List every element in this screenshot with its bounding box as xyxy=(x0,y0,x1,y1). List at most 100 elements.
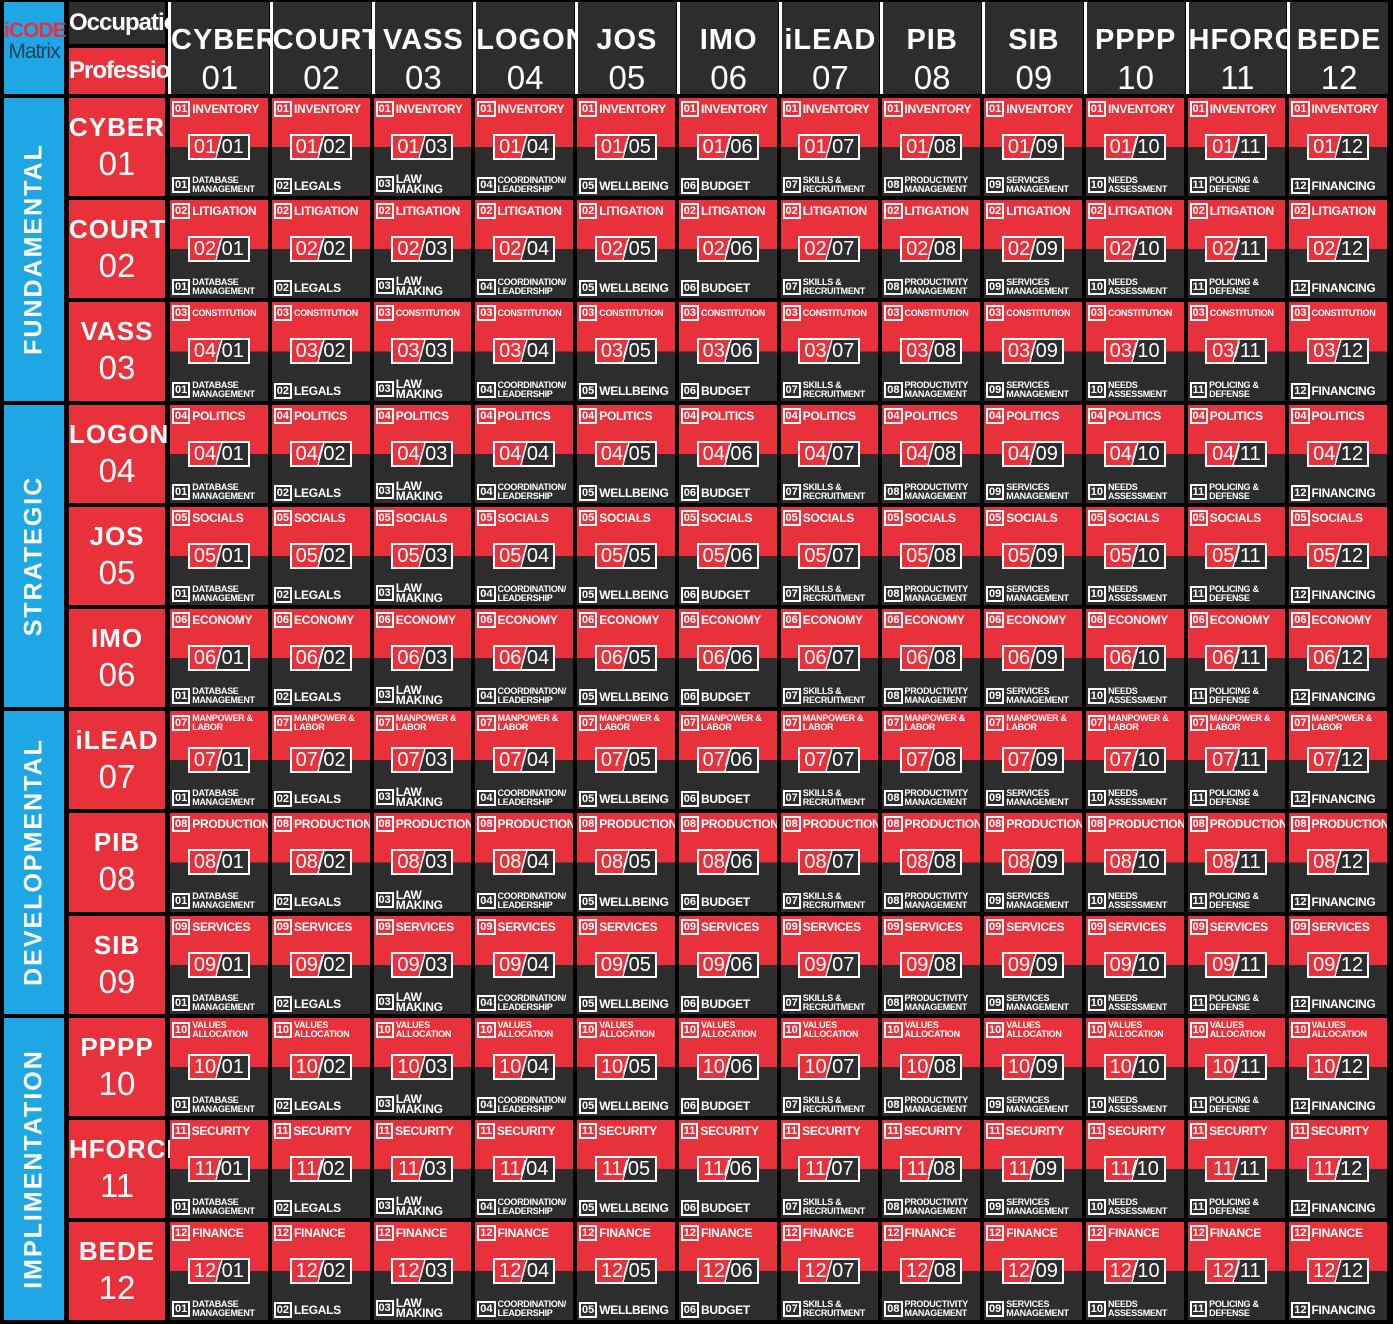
column-header-logon[interactable]: LOGON 04 xyxy=(473,2,587,96)
matrix-cell[interactable]: 01 INVENTORY 01/10 10 NEEDS ASSESSMENT xyxy=(1085,98,1184,197)
matrix-cell[interactable]: 04 POLITICS 04/07 07 SKILLS & RECRUITMENT xyxy=(780,404,879,503)
matrix-cell[interactable]: 01 INVENTORY 01/11 11 POLICING & DEFENSE xyxy=(1187,98,1286,197)
matrix-cell[interactable]: 11 SECURITY 11/06 06 BUDGET xyxy=(678,1120,777,1219)
row-header-hforce[interactable]: HFORCE 11 xyxy=(69,1120,184,1219)
matrix-cell[interactable]: 11 SECURITY 11/12 12 FINANCING xyxy=(1289,1120,1387,1219)
matrix-cell[interactable]: 03 CONSTITUTION 03/03 03 LAW MAKING xyxy=(373,302,472,401)
matrix-cell[interactable]: 03 CONSTITUTION 03/09 09 SERVICES MANAGEMENT xyxy=(984,302,1082,401)
matrix-cell[interactable]: 10 VALUES ALLOCATION 10/08 08 PRODUCTIVITY M… xyxy=(882,1017,980,1116)
matrix-cell[interactable]: 11 SECURITY 11/08 08 PRODUCTIVITY MANAGEMENT xyxy=(882,1120,980,1219)
matrix-cell[interactable]: 08 PRODUCTION 08/12 12 FINANCING xyxy=(1289,813,1387,912)
matrix-cell[interactable]: 04 POLITICS 04/12 12 FINANCING xyxy=(1289,404,1387,503)
matrix-cell[interactable]: 09 SERVICES 09/02 02 LEGALS xyxy=(271,915,370,1014)
matrix-cell[interactable]: 10 VALUES ALLOCATION 10/11 11 POLICING & DEF… xyxy=(1187,1017,1286,1116)
matrix-cell[interactable]: 05 SOCIALS 05/04 04 COORDINATION/ LEADERSHIP xyxy=(475,506,573,605)
matrix-cell[interactable]: 09 SERVICES 09/05 05 WELLBEING xyxy=(577,915,675,1014)
matrix-cell[interactable]: 09 SERVICES 09/04 04 COORDINATION/ LEADERSHI… xyxy=(475,915,573,1014)
matrix-cell[interactable]: 07 MANPOWER & LABOR 07/07 07 SKILLS & RECRUI… xyxy=(780,711,879,810)
matrix-cell[interactable]: 02 LITIGATION 02/04 04 COORDINATION/ LEADERS… xyxy=(475,200,573,299)
matrix-cell[interactable]: 10 VALUES ALLOCATION 10/09 09 SERVICES MANAG… xyxy=(984,1017,1082,1116)
matrix-cell[interactable]: 03 CONSTITUTION 03/02 02 LEGALS xyxy=(271,302,370,401)
column-header-pppp[interactable]: PPPP 10 xyxy=(1083,2,1185,96)
matrix-cell[interactable]: 06 ECONOMY 06/12 12 FINANCING xyxy=(1289,609,1387,708)
matrix-cell[interactable]: 11 SECURITY 11/09 09 SERVICES MANAGEMENT xyxy=(984,1120,1082,1219)
matrix-cell[interactable]: 01 INVENTORY 01/09 09 SERVICES MANAGEMENT xyxy=(984,98,1082,197)
matrix-cell[interactable]: 08 PRODUCTION 08/05 05 WELLBEING xyxy=(577,813,675,912)
matrix-cell[interactable]: 05 SOCIALS 05/06 06 BUDGET xyxy=(678,506,777,605)
matrix-cell[interactable]: 02 LITIGATION 02/07 07 SKILLS & RECRUITMENT xyxy=(780,200,879,299)
matrix-cell[interactable]: 09 SERVICES 09/11 11 POLICING & DEFENSE xyxy=(1187,915,1286,1014)
row-header-logon[interactable]: LOGON 04 xyxy=(69,404,168,503)
matrix-cell[interactable]: 07 MANPOWER & LABOR 07/08 08 PRODUCTIVITY MA… xyxy=(882,711,980,810)
matrix-cell[interactable]: 10 VALUES ALLOCATION 10/04 04 COORDINATION/ … xyxy=(475,1017,573,1116)
row-header-pib[interactable]: PIB 08 xyxy=(69,813,165,912)
matrix-cell[interactable]: 11 SECURITY 11/11 11 POLICING & DEFENSE xyxy=(1187,1120,1286,1219)
column-header-court[interactable]: COURT 02 xyxy=(269,2,380,96)
matrix-cell[interactable]: 07 MANPOWER & LABOR 07/11 11 POLICING & DEFE… xyxy=(1187,711,1286,810)
matrix-cell[interactable]: 06 ECONOMY 06/05 05 WELLBEING xyxy=(577,609,675,708)
matrix-cell[interactable]: 12 FINANCE 12/10 10 NEEDS ASSESSMENT xyxy=(1085,1222,1184,1321)
matrix-cell[interactable]: 09 SERVICES 09/10 10 NEEDS ASSESSMENT xyxy=(1085,915,1184,1014)
matrix-cell[interactable]: 12 FINANCE 12/02 02 LEGALS xyxy=(271,1222,370,1321)
matrix-cell[interactable]: 05 SOCIALS 05/12 12 FINANCING xyxy=(1289,506,1387,605)
matrix-cell[interactable]: 03 CONSTITUTION 03/12 12 FINANCING xyxy=(1289,302,1387,401)
matrix-cell[interactable]: 10 VALUES ALLOCATION 10/03 03 LAW MAKING xyxy=(373,1017,472,1116)
matrix-cell[interactable]: 03 CONSTITUTION 03/06 06 BUDGET xyxy=(678,302,777,401)
matrix-cell[interactable]: 12 FINANCE 12/01 01 DATABASE MANAGEMENT xyxy=(170,1222,268,1321)
matrix-cell[interactable]: 07 MANPOWER & LABOR 07/12 12 FINANCING xyxy=(1289,711,1387,810)
matrix-cell[interactable]: 03 CONSTITUTION 04/01 01 DATABASE MANAGEMENT xyxy=(170,302,268,401)
matrix-cell[interactable]: 12 FINANCE 12/07 07 SKILLS & RECRUITMENT xyxy=(780,1222,879,1321)
column-header-imo[interactable]: IMO 06 xyxy=(676,2,778,96)
matrix-cell[interactable]: 06 ECONOMY 06/09 09 SERVICES MANAGEMENT xyxy=(984,609,1082,708)
matrix-cell[interactable]: 09 SERVICES 09/06 06 BUDGET xyxy=(678,915,777,1014)
matrix-cell[interactable]: 11 SECURITY 11/02 02 LEGALS xyxy=(271,1120,370,1219)
matrix-cell[interactable]: 02 LITIGATION 02/01 01 DATABASE MANAGEMENT xyxy=(170,200,268,299)
matrix-cell[interactable]: 08 PRODUCTION 08/04 04 COORDINATION/ LEADERS… xyxy=(475,813,573,912)
matrix-cell[interactable]: 07 MANPOWER & LABOR 07/09 09 SERVICES MANAGE… xyxy=(984,711,1082,810)
matrix-cell[interactable]: 02 LITIGATION 02/02 02 LEGALS xyxy=(271,200,370,299)
matrix-cell[interactable]: 10 VALUES ALLOCATION 10/06 06 BUDGET xyxy=(678,1017,777,1116)
row-header-pppp[interactable]: PPPP 10 xyxy=(69,1017,165,1116)
matrix-cell[interactable]: 11 SECURITY 11/07 07 SKILLS & RECRUITMENT xyxy=(780,1120,879,1219)
matrix-cell[interactable]: 01 INVENTORY 01/01 01 DATABASE MANAGEMENT xyxy=(170,98,268,197)
matrix-cell[interactable]: 08 PRODUCTION 08/10 10 NEEDS ASSESSMENT xyxy=(1085,813,1184,912)
matrix-cell[interactable]: 12 FINANCE 12/03 03 LAW MAKING xyxy=(373,1222,472,1321)
matrix-cell[interactable]: 05 SOCIALS 05/02 02 LEGALS xyxy=(271,506,370,605)
matrix-cell[interactable]: 02 LITIGATION 02/06 06 BUDGET xyxy=(678,200,777,299)
matrix-cell[interactable]: 05 SOCIALS 05/09 09 SERVICES MANAGEMENT xyxy=(984,506,1082,605)
matrix-cell[interactable]: 01 INVENTORY 01/02 02 LEGALS xyxy=(271,98,370,197)
row-header-imo[interactable]: IMO 06 xyxy=(69,609,165,708)
row-header-jos[interactable]: JOS 05 xyxy=(69,506,165,605)
matrix-cell[interactable]: 04 POLITICS 04/06 06 BUDGET xyxy=(678,404,777,503)
matrix-cell[interactable]: 06 ECONOMY 06/04 04 COORDINATION/ LEADERSHIP xyxy=(475,609,573,708)
row-header-bede[interactable]: BEDE 12 xyxy=(69,1222,165,1321)
row-header-court[interactable]: COURT 02 xyxy=(69,200,165,299)
matrix-cell[interactable]: 11 SECURITY 11/05 05 WELLBEING xyxy=(577,1120,675,1219)
matrix-cell[interactable]: 09 SERVICES 09/01 01 DATABASE MANAGEMENT xyxy=(170,915,268,1014)
matrix-cell[interactable]: 02 LITIGATION 02/11 11 POLICING & DEFENSE xyxy=(1187,200,1286,299)
matrix-cell[interactable]: 06 ECONOMY 06/06 06 BUDGET xyxy=(678,609,777,708)
matrix-cell[interactable]: 05 SOCIALS 05/08 08 PRODUCTIVITY MANAGEMENT xyxy=(882,506,980,605)
matrix-cell[interactable]: 05 SOCIALS 05/03 03 LAW MAKING xyxy=(373,506,472,605)
matrix-cell[interactable]: 07 MANPOWER & LABOR 07/04 04 COORDINATION/ L… xyxy=(475,711,573,810)
matrix-cell[interactable]: 10 VALUES ALLOCATION 10/01 01 DATABASE MANAG… xyxy=(170,1017,268,1116)
matrix-cell[interactable]: 04 POLITICS 04/02 02 LEGALS xyxy=(271,404,370,503)
matrix-cell[interactable]: 05 SOCIALS 05/01 01 DATABASE MANAGEMENT xyxy=(170,506,268,605)
matrix-cell[interactable]: 06 ECONOMY 06/02 02 LEGALS xyxy=(271,609,370,708)
column-header-pib[interactable]: PIB 08 xyxy=(880,2,981,96)
matrix-cell[interactable]: 10 VALUES ALLOCATION 10/05 05 WELLBEING xyxy=(577,1017,675,1116)
matrix-cell[interactable]: 08 PRODUCTION 08/06 06 BUDGET xyxy=(678,813,777,912)
matrix-cell[interactable]: 01 INVENTORY 01/04 04 COORDINATION/ LEADERSH… xyxy=(475,98,573,197)
matrix-cell[interactable]: 04 POLITICS 04/05 05 WELLBEING xyxy=(577,404,675,503)
matrix-cell[interactable]: 09 SERVICES 09/03 03 LAW MAKING xyxy=(373,915,472,1014)
matrix-cell[interactable]: 03 CONSTITUTION 03/10 10 NEEDS ASSESSMENT xyxy=(1085,302,1184,401)
matrix-cell[interactable]: 11 SECURITY 11/03 03 LAW MAKING xyxy=(373,1120,472,1219)
matrix-cell[interactable]: 04 POLITICS 04/04 04 COORDINATION/ LEADERSHI… xyxy=(475,404,573,503)
matrix-cell[interactable]: 04 POLITICS 04/01 01 DATABASE MANAGEMENT xyxy=(170,404,268,503)
matrix-cell[interactable]: 07 MANPOWER & LABOR 07/02 02 LEGALS xyxy=(271,711,370,810)
matrix-cell[interactable]: 10 VALUES ALLOCATION 10/07 07 SKILLS & RECRU… xyxy=(780,1017,879,1116)
matrix-cell[interactable]: 12 FINANCE 12/06 06 BUDGET xyxy=(678,1222,777,1321)
matrix-cell[interactable]: 02 LITIGATION 02/10 10 NEEDS ASSESSMENT xyxy=(1085,200,1184,299)
matrix-cell[interactable]: 03 CONSTITUTION 03/04 04 COORDINATION/ LEADE… xyxy=(475,302,573,401)
matrix-cell[interactable]: 10 VALUES ALLOCATION 10/02 02 LEGALS xyxy=(271,1017,370,1116)
